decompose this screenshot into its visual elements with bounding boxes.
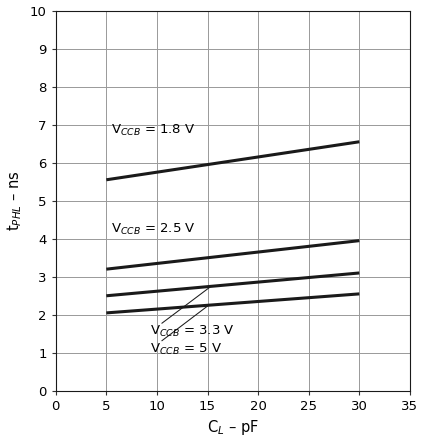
Text: V$_{CCB}$ = 2.5 V: V$_{CCB}$ = 2.5 V: [112, 222, 196, 237]
Text: V$_{CCB}$ = 5 V: V$_{CCB}$ = 5 V: [150, 342, 222, 358]
Text: V$_{CCB}$ = 1.8 V: V$_{CCB}$ = 1.8 V: [112, 123, 195, 138]
Y-axis label: t$_{PHL}$ – ns: t$_{PHL}$ – ns: [6, 170, 24, 231]
X-axis label: C$_L$ – pF: C$_L$ – pF: [207, 419, 259, 437]
Text: V$_{CCB}$ = 3.3 V: V$_{CCB}$ = 3.3 V: [150, 324, 234, 339]
